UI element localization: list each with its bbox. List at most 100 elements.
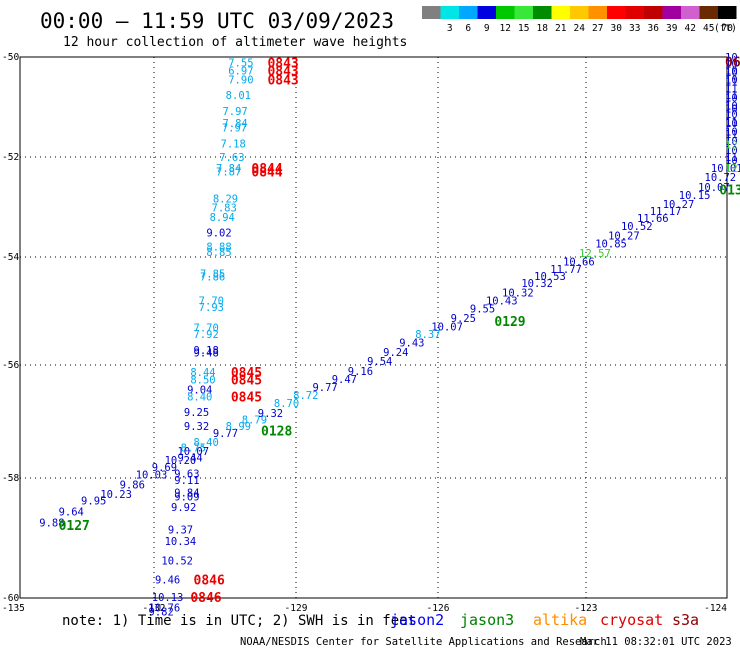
legend-label: 18 <box>537 23 549 34</box>
legend-swatch <box>607 6 626 19</box>
swh-value-label: 10.32 <box>502 287 534 299</box>
swh-value-label: 11. <box>725 152 740 164</box>
swh-value-label: 10.63 <box>725 66 740 78</box>
swh-value-label: 10.53 <box>534 271 566 283</box>
swh-value-label: 8.37 <box>415 329 440 341</box>
footer-note: note: 1) Time is in UTC; 2) SWH is in fe… <box>62 613 416 629</box>
swh-value-label: 9.69 <box>152 462 177 474</box>
legend-label: 39 <box>666 23 678 34</box>
swh-value-label: 10.72 <box>725 75 740 87</box>
pass-time-label: 0843 <box>267 74 298 89</box>
swh-value-label: 7.63 <box>219 152 244 164</box>
axis-ticks: -135 -132 -129 -126 -123 -124 -50 -52 -54 -56 -58 -… <box>2 52 727 614</box>
y-tick-label: -60 <box>2 593 19 604</box>
pass-time-label: 0846 <box>190 591 221 606</box>
mission-s3a-label: s3a <box>672 611 699 629</box>
swh-value-label: 9.88 <box>39 517 64 529</box>
swh-value-label: 10.01 <box>711 163 740 175</box>
swh-value-label: 10.15 <box>679 190 711 202</box>
swh-value-label: 11.17 <box>650 206 682 218</box>
swh-value-label: 11.01 <box>725 83 740 95</box>
swh-value-label: 9.09 <box>174 491 199 503</box>
swh-value-label: 7.84 <box>216 163 241 175</box>
swh-value-label: 9.47 <box>332 374 357 386</box>
legend-swatch <box>551 6 570 19</box>
swh-value-label: 10.54 <box>725 109 740 121</box>
swh-value-label: 7.90 <box>228 75 253 87</box>
swh-value-label: 7.97 <box>222 106 247 118</box>
pass-time-label: 0843 <box>267 56 298 71</box>
swh-value-label: 10.13 <box>152 592 184 604</box>
swh-value-label: 7.93 <box>199 302 224 314</box>
swh-value-label: 8.72 <box>293 390 318 402</box>
swh-value-label: 9.25 <box>184 407 209 419</box>
swh-value-label: 8.85 <box>206 247 231 259</box>
swh-value-label: 9.11 <box>174 475 199 487</box>
swh-value-label: 9.43 <box>399 338 424 350</box>
swh-value-label: 7.86 <box>200 272 225 284</box>
swh-value-label: 9.77 <box>213 428 238 440</box>
legend-swatch <box>662 6 681 19</box>
swh-value-label: 9.24 <box>383 347 408 359</box>
swh-value-label: 12 <box>725 163 738 175</box>
swh-value-label: 8.70 <box>274 398 299 410</box>
legend-label: 3 <box>447 23 453 34</box>
swh-value-label: 9.37 <box>168 524 193 536</box>
swh-value-label: 10.76 <box>149 603 181 615</box>
legend-label: 42 <box>685 23 696 34</box>
pass-time-label: 06 <box>725 55 740 70</box>
swh-value-label: 11.77 <box>550 264 582 276</box>
swh-value-label: 11.20 <box>725 117 740 129</box>
swh-value-label: 8.29 <box>213 194 238 206</box>
swh-value-label: 8.40 <box>194 437 219 449</box>
swh-value-label: 10.32 <box>521 278 553 290</box>
swh-value-label: 10.52 <box>161 556 193 568</box>
swh-value-label: 9.32 <box>184 421 209 433</box>
swh-value-label: 8.44 <box>190 367 215 379</box>
pass-time-label: 0846 <box>194 574 225 589</box>
swh-value-label: 9.32 <box>258 408 283 420</box>
swh-value-label: 9.48 <box>194 347 219 359</box>
legend-label: 12 <box>500 23 511 34</box>
swh-value-label: 12.8 <box>725 140 740 152</box>
swh-value-label: 9.55 <box>470 304 495 316</box>
mission-jason3-label: jason3 <box>460 611 514 629</box>
swh-value-label: 9.95 <box>81 496 106 508</box>
plot-frame <box>19 56 728 599</box>
swh-value-label: 9.86 <box>120 479 145 491</box>
mission-cryosat-label: cryosat <box>600 611 663 629</box>
legend-swatch <box>459 6 478 19</box>
swh-value-label: 9.02 <box>206 227 231 239</box>
legend-swatch <box>718 6 737 19</box>
swh-value-label: 9.64 <box>59 506 84 518</box>
grid <box>20 57 727 598</box>
swh-value-label: 10.67 <box>725 118 740 130</box>
swh-value-label: 10.62 <box>725 93 740 105</box>
swh-value-label: 9.18 <box>194 345 219 357</box>
x-tick-label: -123 <box>575 603 598 614</box>
swh-value-label: 9.82 <box>149 607 174 619</box>
pass-time-label: 0845 <box>231 391 262 406</box>
swh-value-label: 10.23 <box>100 489 132 501</box>
swh-value-label: 8.01 <box>226 90 251 102</box>
mission-altika-label: altika <box>533 611 587 629</box>
y-tick-label: -52 <box>2 152 19 163</box>
legend-swatch <box>644 6 663 19</box>
chart-title: 00:00 – 11:59 UTC 03/09/2023 <box>40 9 394 33</box>
swh-value-label: 7.70 <box>199 295 224 307</box>
legend-swatch <box>588 6 607 19</box>
swh-value-label: 10.32 <box>725 127 740 139</box>
swh-value-label: 7.87 <box>216 167 241 179</box>
legend-swatch <box>570 6 589 19</box>
pass-time-label: 0129 <box>494 315 525 330</box>
legend-label: 45 <box>703 23 714 34</box>
swh-value-label: 11.25 <box>725 76 740 88</box>
swh-value-label: 8.50 <box>190 374 215 386</box>
swh-value-label: 10.43 <box>486 295 518 307</box>
legend-swatch <box>533 6 552 19</box>
x-tick-label: -126 <box>427 603 450 614</box>
swh-value-label: 10.52 <box>621 221 653 233</box>
footer-timestamp: Mar 11 08:32:01 UTC 2023 <box>580 636 732 648</box>
